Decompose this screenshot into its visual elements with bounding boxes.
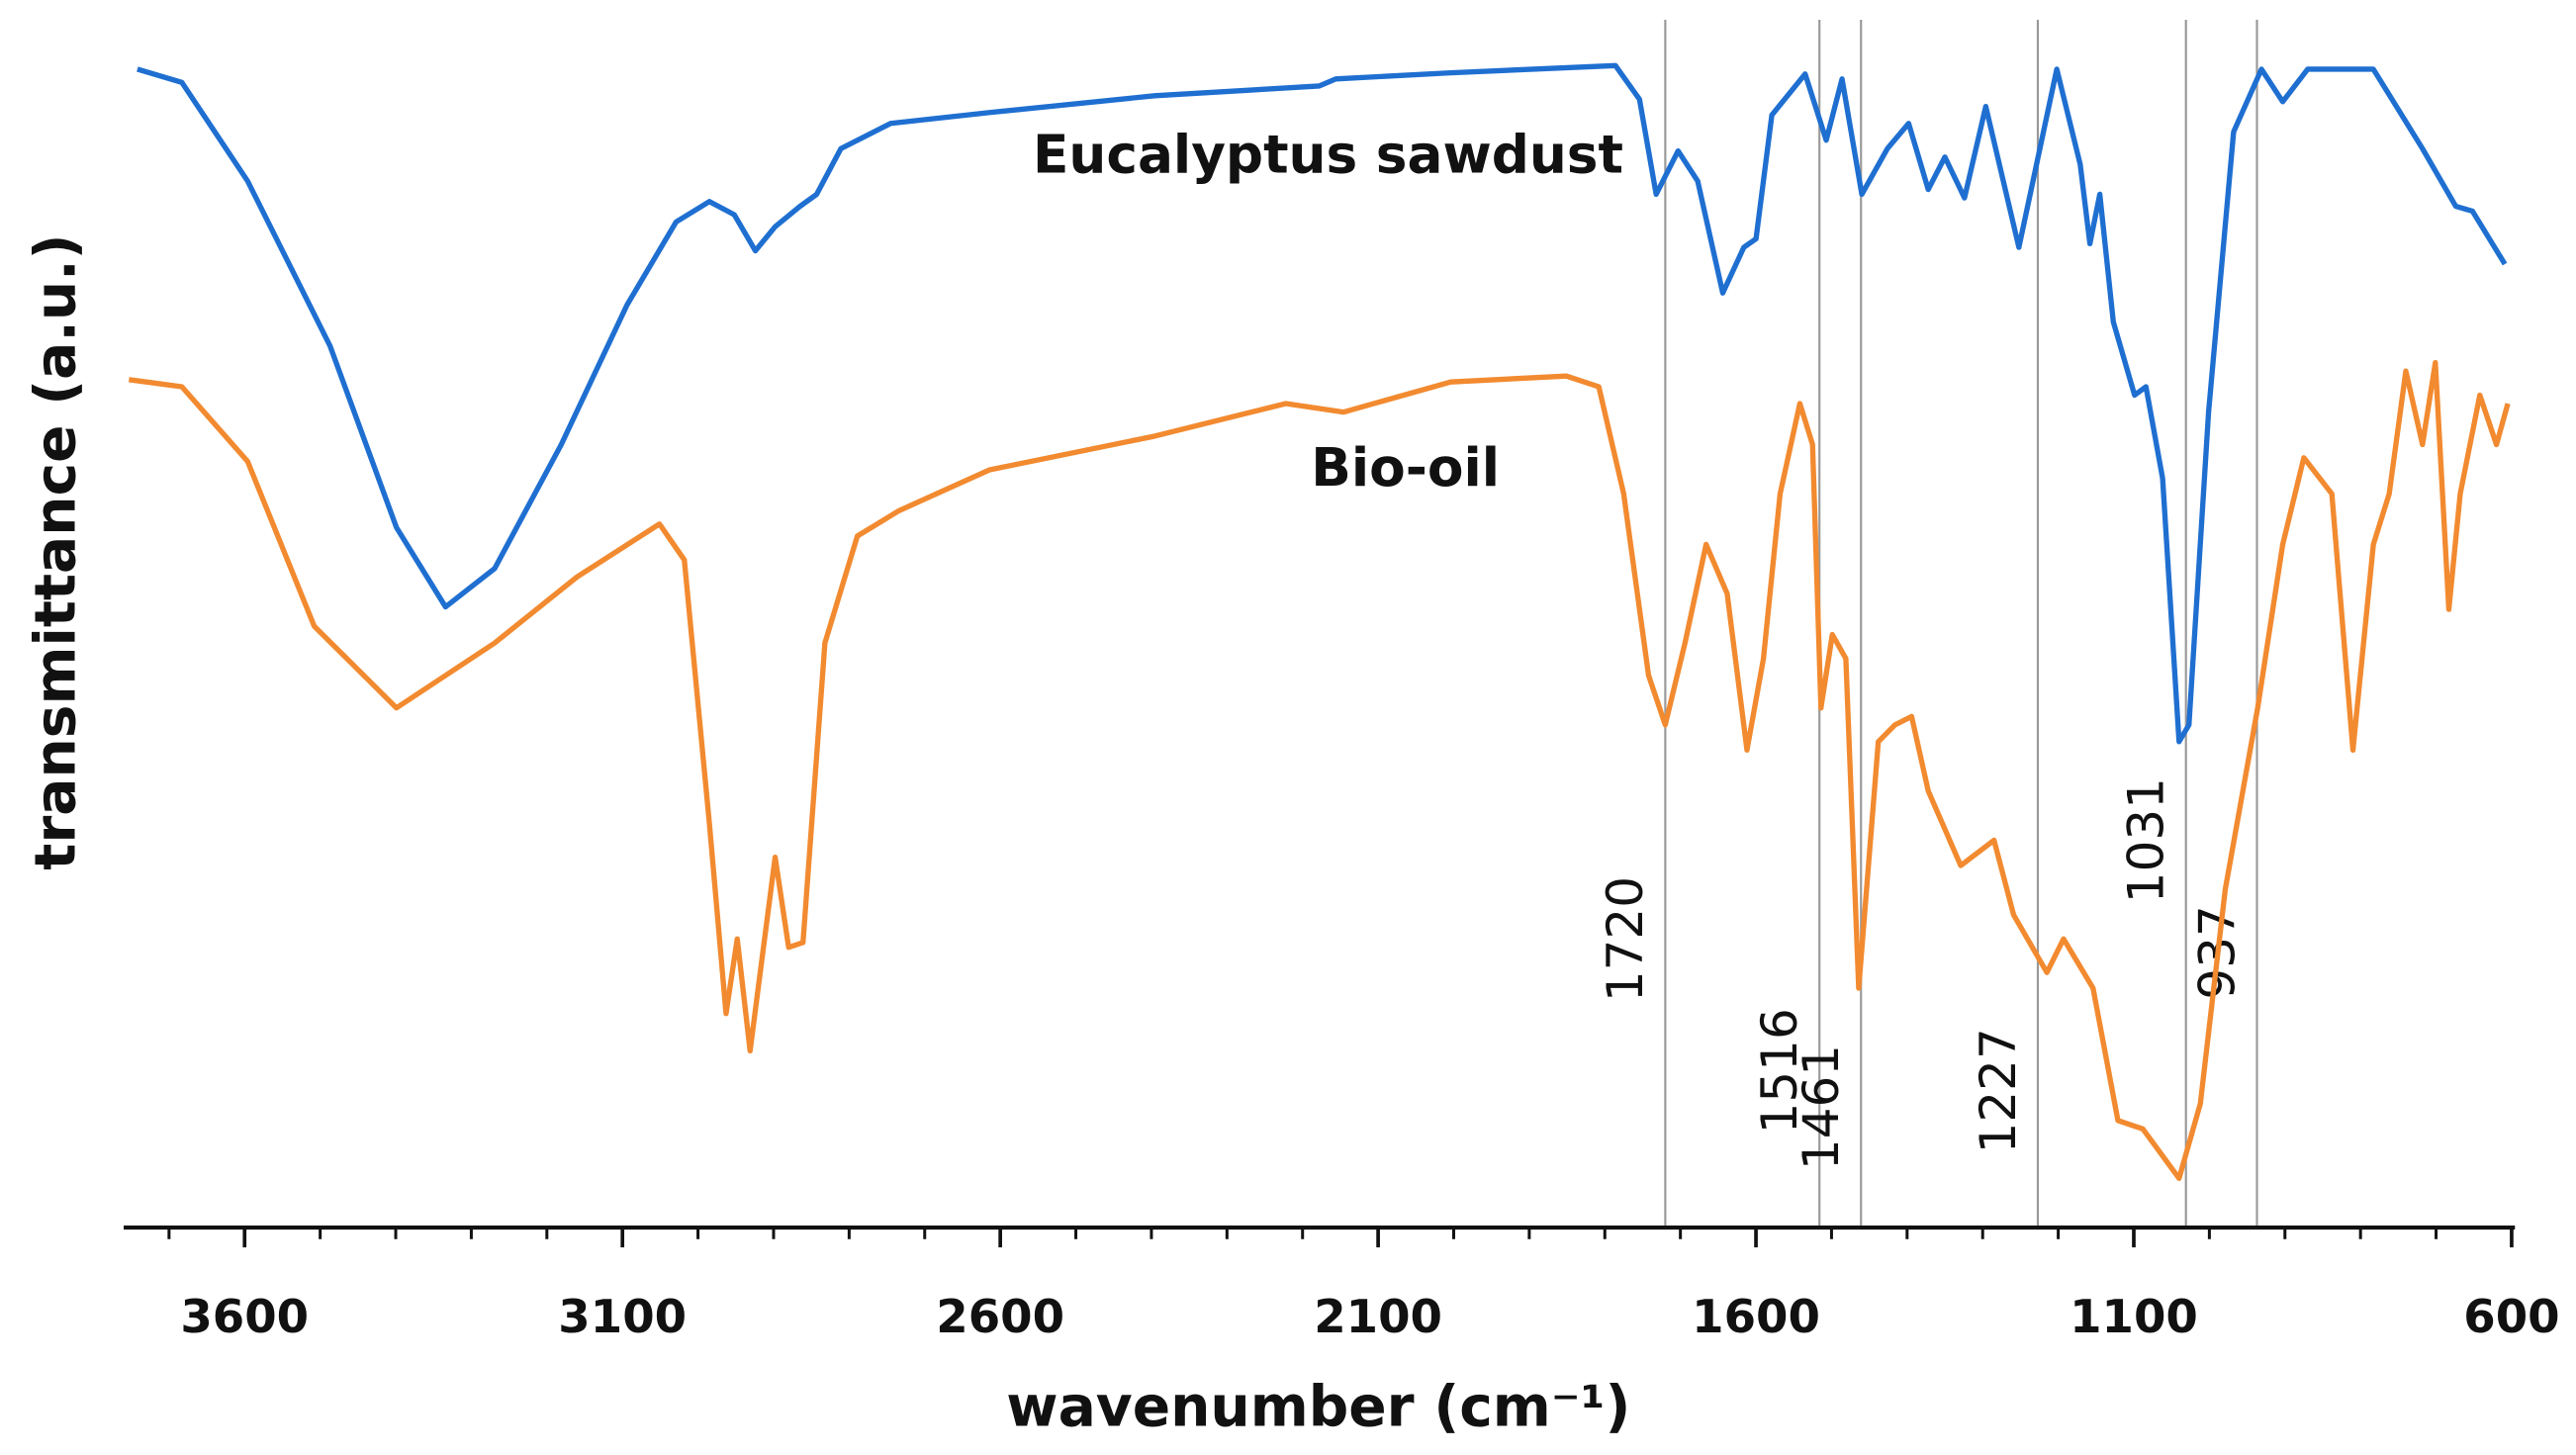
series-line — [129, 360, 2511, 1181]
x-tick-label: 2600 — [936, 1290, 1064, 1343]
x-axis-title: wavenumber (cm⁻¹) — [1006, 1375, 1630, 1440]
x-tick-label: 600 — [2463, 1290, 2559, 1343]
x-tick-label: 1100 — [2070, 1290, 2198, 1343]
x-tick-label: 3600 — [180, 1290, 309, 1343]
peak-label: 1031 — [2118, 777, 2175, 903]
x-tick-label: 2100 — [1314, 1290, 1442, 1343]
peak-label: 1720 — [1597, 876, 1654, 1002]
x-tick-label: 3100 — [558, 1290, 687, 1343]
peak-label: 1516 — [1751, 1008, 1808, 1134]
series-label: Eucalyptus sawdust — [1033, 125, 1623, 186]
series-line — [137, 62, 2508, 745]
peak-label: 1461 — [1793, 1045, 1850, 1170]
x-tick-label: 1600 — [1692, 1290, 1820, 1343]
y-axis-title: transmittance (a.u.) — [24, 233, 89, 869]
peak-label: 1227 — [1970, 1028, 2027, 1153]
series-label: Bio-oil — [1311, 437, 1500, 499]
